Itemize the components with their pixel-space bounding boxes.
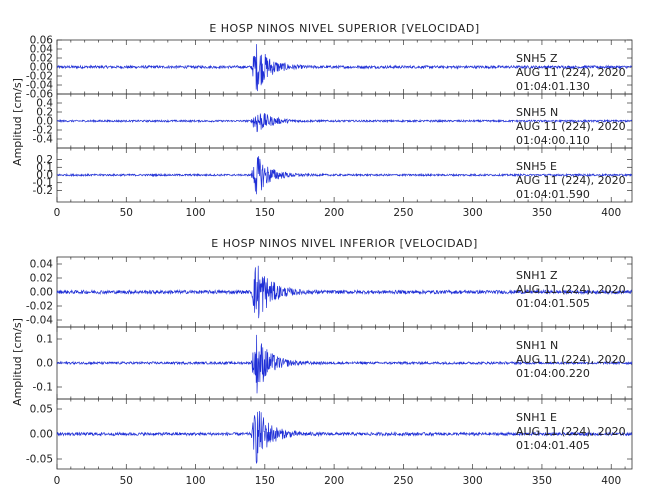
time-label: 01:04:01.130 — [516, 80, 590, 93]
chart-group-1: E HOSP NINOS NIVEL SUPERIOR [VELOCIDAD] A… — [11, 22, 633, 219]
x-tick-label: 150 — [255, 475, 275, 487]
y-tick-label: -0.02 — [26, 71, 53, 83]
y-tick-label: 0.04 — [30, 44, 54, 56]
y-tick-label: 0.1 — [36, 334, 53, 346]
x-tick-label: 200 — [324, 475, 344, 487]
y-tick-label: 0.1 — [36, 162, 53, 174]
y-tick-label: -0.1 — [33, 177, 54, 189]
x-tick-label: 100 — [186, 475, 206, 487]
x-tick-label: 250 — [393, 207, 413, 219]
y-tick-label: 0.05 — [30, 404, 53, 416]
station-label: SNH5 N — [516, 106, 558, 119]
station-label: SNH1 Z — [516, 269, 558, 282]
station-label: SNH1 E — [516, 411, 557, 424]
time-label: 01:04:00.110 — [516, 134, 590, 147]
y-tick-label: -0.1 — [33, 382, 54, 394]
y-tick-label: 0.04 — [30, 259, 54, 271]
trace-panel-z: 0.060.040.020.00-0.02-0.04-0.06 SNH5 ZAUG… — [26, 35, 633, 101]
y-tick-label: -0.4 — [33, 134, 54, 146]
x-tick-label: 200 — [324, 207, 344, 219]
waveform-trace — [56, 44, 633, 92]
date-label: AUG 11 (224), 2020 — [516, 174, 626, 187]
date-label: AUG 11 (224), 2020 — [516, 283, 626, 296]
y-axis-label: Amplitud [cm/s] — [11, 318, 24, 406]
date-label: AUG 11 (224), 2020 — [516, 120, 626, 133]
time-label: 01:04:01.590 — [516, 188, 590, 201]
y-tick-label: 0.0 — [36, 116, 53, 128]
y-tick-label: 0.00 — [30, 62, 53, 74]
y-tick-label: 0.0 — [36, 170, 53, 182]
y-tick-label: 0.2 — [36, 154, 53, 166]
y-tick-label: -0.04 — [26, 80, 53, 92]
time-label: 01:04:01.505 — [516, 297, 590, 310]
y-tick-label: 0.02 — [30, 53, 53, 65]
x-tick-label: 150 — [255, 207, 275, 219]
y-tick-label: -0.02 — [26, 301, 53, 313]
x-tick-label: 0 — [54, 475, 61, 487]
waveform-trace — [56, 156, 633, 195]
y-tick-label: -0.2 — [33, 185, 54, 197]
chart-title: E HOSP NINOS NIVEL SUPERIOR [VELOCIDAD] — [209, 22, 479, 35]
x-tick-label: 350 — [532, 207, 552, 219]
x-tick-label: 400 — [601, 475, 621, 487]
x-tick-label: 250 — [393, 475, 413, 487]
waveform-trace — [56, 411, 633, 464]
y-tick-label: -0.05 — [26, 454, 53, 466]
x-tick-label: 300 — [463, 207, 483, 219]
y-tick-label: 0.00 — [30, 429, 53, 441]
waveform-trace — [56, 265, 633, 319]
y-tick-label: 0.2 — [36, 107, 53, 119]
chart-group-2: E HOSP NINOS NIVEL INFERIOR [VELOCIDAD] A… — [11, 237, 633, 487]
x-tick-label: 350 — [532, 475, 552, 487]
date-label: AUG 11 (224), 2020 — [516, 66, 626, 79]
y-tick-label: 0.0 — [36, 358, 53, 370]
x-tick-label: 300 — [463, 475, 483, 487]
y-tick-label: 0.4 — [36, 98, 53, 110]
date-label: AUG 11 (224), 2020 — [516, 353, 626, 366]
y-tick-label: -0.06 — [26, 89, 53, 101]
y-tick-label: 0.02 — [30, 273, 53, 285]
y-tick-label: -0.04 — [26, 315, 53, 327]
y-tick-label: -0.2 — [33, 125, 54, 137]
station-label: SNH5 E — [516, 160, 557, 173]
waveform-trace — [56, 334, 633, 394]
station-label: SNH1 N — [516, 339, 558, 352]
y-tick-label: 0.00 — [30, 287, 53, 299]
x-tick-label: 0 — [54, 207, 61, 219]
station-label: SNH5 Z — [516, 52, 558, 65]
time-label: 01:04:00.220 — [516, 367, 590, 380]
x-tick-label: 400 — [601, 207, 621, 219]
waveform-trace — [56, 113, 633, 133]
x-tick-label: 100 — [186, 207, 206, 219]
date-label: AUG 11 (224), 2020 — [516, 425, 626, 438]
chart-title: E HOSP NINOS NIVEL INFERIOR [VELOCIDAD] — [211, 237, 477, 250]
x-tick-label: 50 — [120, 207, 133, 219]
y-axis-label: Amplitud [cm/s] — [11, 78, 24, 166]
x-tick-label: 50 — [120, 475, 133, 487]
y-tick-label: 0.06 — [30, 35, 54, 47]
time-label: 01:04:01.405 — [516, 439, 590, 452]
